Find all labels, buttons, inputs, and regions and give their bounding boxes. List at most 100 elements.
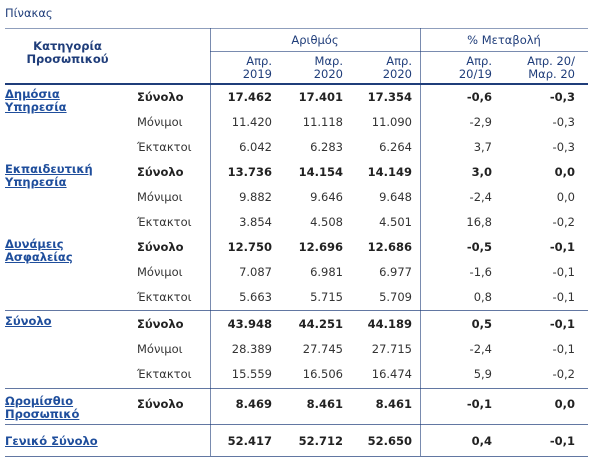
cell: 11.090 — [371, 115, 412, 129]
row-label: Σύνολο — [137, 90, 184, 104]
cell: -0,3 — [552, 140, 575, 154]
cell: 5,9 — [473, 367, 492, 381]
cell: -0,1 — [552, 265, 575, 279]
cell: -1,6 — [469, 265, 492, 279]
cell: 0,4 — [471, 434, 492, 448]
row-label: Έκτακτοι — [137, 215, 192, 229]
group-header: Αριθμός — [291, 33, 339, 47]
rule — [5, 388, 588, 389]
cell: 0,0 — [554, 397, 575, 411]
category-label: Ωρομίσθιο Προσωπικό — [5, 394, 80, 421]
cell: 27.715 — [371, 342, 412, 356]
cell: 44.189 — [367, 317, 412, 331]
cell: 6.042 — [239, 140, 272, 154]
column-header: Απρ. 20/19 — [458, 54, 492, 81]
cell: 8.461 — [306, 397, 343, 411]
cell: 11.420 — [231, 115, 272, 129]
rule — [5, 310, 588, 311]
cell: 12.750 — [227, 240, 272, 254]
cell: 52.712 — [298, 434, 343, 448]
rule — [420, 28, 421, 456]
cell: -0,1 — [552, 342, 575, 356]
cell: -2,4 — [469, 190, 492, 204]
cell: 8.461 — [375, 397, 412, 411]
cell: 9.882 — [239, 190, 272, 204]
cell: -0,2 — [552, 367, 575, 381]
row-label: Έκτακτοι — [137, 140, 192, 154]
cell: 16.506 — [302, 367, 343, 381]
cell: 5.663 — [239, 290, 272, 304]
cell: 9.648 — [379, 190, 412, 204]
cell: 16,8 — [466, 215, 492, 229]
cell: 4.501 — [379, 215, 412, 229]
cell: 12.696 — [298, 240, 343, 254]
cell: 0,5 — [471, 317, 492, 331]
cell: 52.650 — [367, 434, 412, 448]
row-label: Μόνιμοι — [137, 190, 183, 204]
cell: 15.559 — [231, 367, 272, 381]
cell: 14.149 — [367, 165, 412, 179]
cell: 6.283 — [310, 140, 343, 154]
cell: 12.686 — [367, 240, 412, 254]
category-label: Δημόσια Υπηρεσία — [5, 87, 67, 114]
row-label: Σύνολο — [137, 397, 184, 411]
cell: 0,0 — [556, 190, 575, 204]
row-label: Μόνιμοι — [137, 115, 183, 129]
cell: -0,5 — [466, 240, 492, 254]
cell: 16.474 — [371, 367, 412, 381]
cell: 8.469 — [235, 397, 272, 411]
row-label: Μόνιμοι — [137, 342, 183, 356]
cell: -2,4 — [469, 342, 492, 356]
row-label: Σύνολο — [137, 317, 184, 331]
cell: 11.118 — [302, 115, 343, 129]
category-label: Γενικό Σύνολο — [5, 434, 98, 448]
cell: 7.087 — [239, 265, 272, 279]
column-header: Απρ. 2020 — [382, 54, 412, 81]
cell: 52.417 — [227, 434, 272, 448]
cell: 0,8 — [473, 290, 492, 304]
cell: 17.354 — [367, 90, 412, 104]
cell: 6.981 — [310, 265, 343, 279]
cell: -0,1 — [549, 434, 575, 448]
cell: -0,2 — [552, 215, 575, 229]
cell: 13.736 — [227, 165, 272, 179]
cell: 27.745 — [302, 342, 343, 356]
cell: 44.251 — [298, 317, 343, 331]
cell: 3,0 — [471, 165, 492, 179]
cell: 28.389 — [231, 342, 272, 356]
cell: 9.646 — [310, 190, 343, 204]
cell: -0,1 — [549, 240, 575, 254]
column-header: Μαρ. 2020 — [313, 54, 343, 81]
rule — [5, 83, 588, 85]
cell: 43.948 — [227, 317, 272, 331]
cell: 4.508 — [310, 215, 343, 229]
group-header: % Μεταβολή — [467, 33, 541, 47]
column-header: Απρ. 2019 — [242, 54, 272, 81]
cell: -0,3 — [552, 115, 575, 129]
cell: -2,9 — [469, 115, 492, 129]
cell: -0,1 — [466, 397, 492, 411]
cell: 5.709 — [379, 290, 412, 304]
rule — [5, 456, 588, 457]
cell: 5.715 — [310, 290, 343, 304]
rule — [210, 51, 588, 52]
column-header: Απρ. 20/ Μαρ. 20 — [527, 54, 575, 81]
cell: -0,1 — [549, 317, 575, 331]
cell: -0,6 — [466, 90, 492, 104]
category-label: Σύνολο — [5, 314, 52, 328]
row-label: Έκτακτοι — [137, 367, 192, 381]
row-label: Έκτακτοι — [137, 290, 192, 304]
cell: 0,0 — [554, 165, 575, 179]
cell: 6.264 — [379, 140, 412, 154]
row-label: Σύνολο — [137, 240, 184, 254]
cell: 14.154 — [298, 165, 343, 179]
cell: 3.854 — [239, 215, 272, 229]
rule — [210, 28, 211, 456]
category-label: Δυνάμεις Ασφαλείας — [5, 237, 73, 264]
cell: -0,1 — [552, 290, 575, 304]
category-label: Εκπαιδευτική Υπηρεσία — [5, 162, 93, 189]
cell: 17.462 — [227, 90, 272, 104]
rule — [5, 424, 588, 425]
row-label: Μόνιμοι — [137, 265, 183, 279]
